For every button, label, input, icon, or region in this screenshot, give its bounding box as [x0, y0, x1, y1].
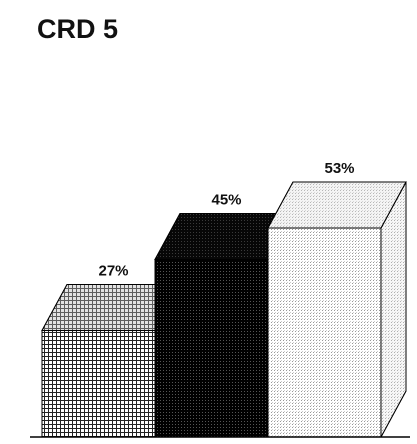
bar-top-texture [267, 181, 407, 229]
chart-title: CRD 5 [37, 14, 118, 44]
value-label: 53% [324, 160, 354, 177]
value-label: 45% [211, 192, 241, 209]
bar-texture [41, 330, 156, 438]
value-label: 27% [98, 262, 128, 279]
bar-texture [267, 227, 382, 438]
bar-texture [154, 259, 269, 438]
